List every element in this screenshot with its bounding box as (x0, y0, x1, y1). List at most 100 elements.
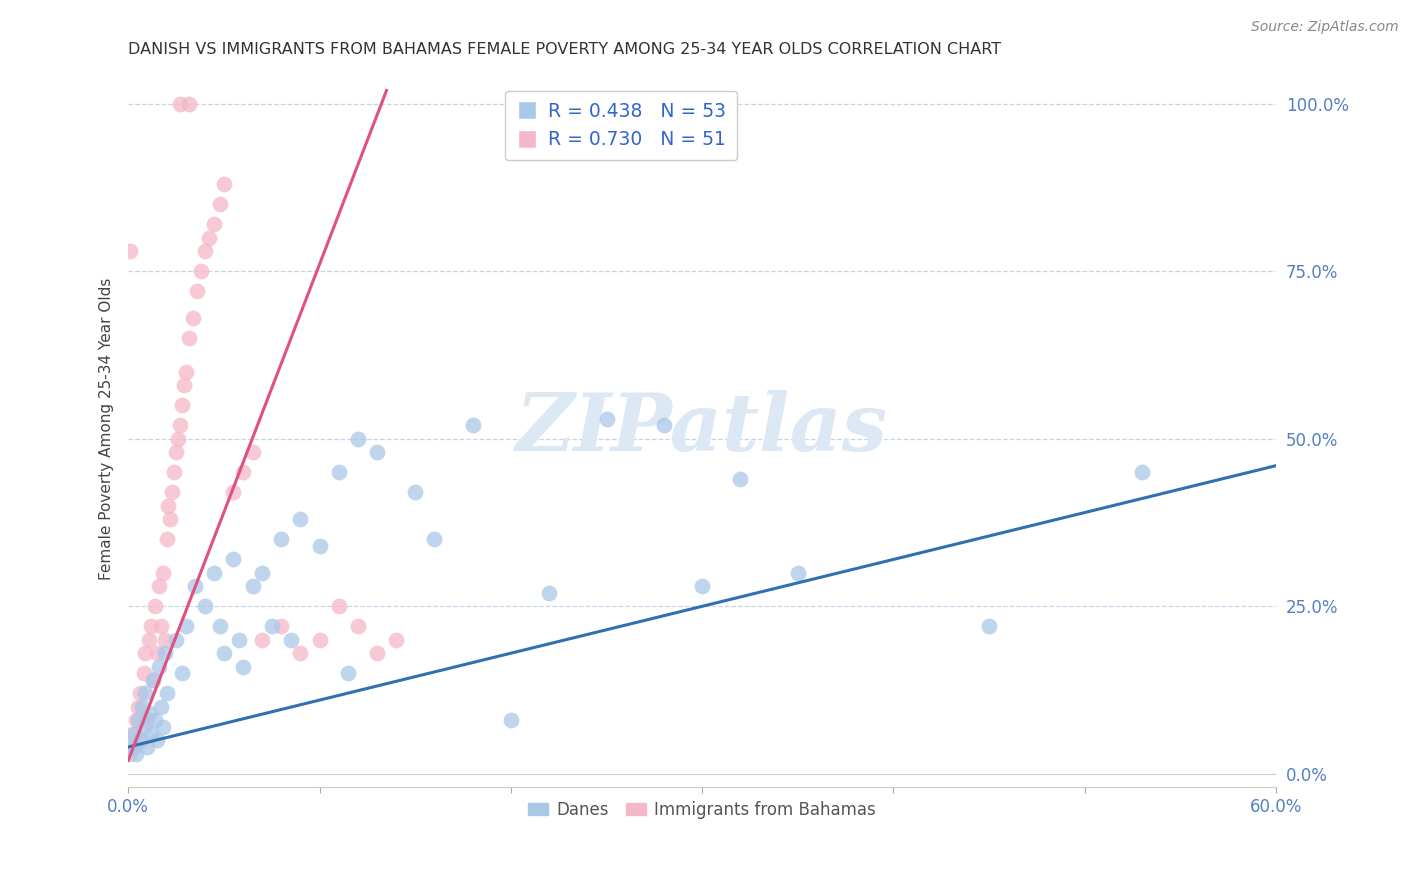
Point (138, 632, 160, 647)
Point (197, 231, 219, 245)
Point (148, 659, 170, 673)
Point (120, 244, 142, 259)
Point (232, 659, 254, 673)
Point (242, 445, 264, 459)
Point (122, 739, 145, 754)
Text: ZIPatlas: ZIPatlas (516, 390, 889, 467)
Point (1130, 466, 1153, 480)
Point (209, 619, 232, 633)
Legend: Danes, Immigrants from Bahamas: Danes, Immigrants from Bahamas (522, 794, 883, 825)
Point (136, 713, 159, 727)
Point (202, 566, 225, 580)
Point (143, 713, 166, 727)
Point (125, 713, 148, 727)
Point (125, 747, 148, 761)
Text: Source: ZipAtlas.com: Source: ZipAtlas.com (1251, 20, 1399, 34)
Point (184, 579, 207, 593)
Point (157, 499, 180, 513)
Point (170, 398, 193, 412)
Point (169, 418, 191, 433)
Point (132, 666, 155, 681)
Point (222, 485, 245, 500)
Point (538, 586, 561, 600)
Point (730, 472, 752, 486)
Point (232, 466, 254, 480)
Point (186, 285, 208, 299)
Text: DANISH VS IMMIGRANTS FROM BAHAMAS FEMALE POVERTY AMONG 25-34 YEAR OLDS CORRELATI: DANISH VS IMMIGRANTS FROM BAHAMAS FEMALE… (128, 42, 1001, 57)
Point (308, 632, 330, 647)
Point (385, 632, 408, 647)
Point (270, 533, 292, 547)
Point (148, 579, 170, 593)
Point (131, 733, 153, 747)
Point (146, 733, 169, 747)
Point (170, 666, 193, 681)
Point (308, 539, 330, 553)
Y-axis label: Female Poverty Among 25-34 Year Olds: Female Poverty Among 25-34 Year Olds (100, 277, 114, 580)
Point (153, 632, 176, 647)
Point (141, 726, 163, 740)
Point (132, 720, 155, 734)
Point (174, 619, 197, 633)
Point (134, 646, 156, 660)
Point (146, 646, 169, 660)
Point (152, 566, 174, 580)
Point (120, 747, 142, 761)
Point (290, 646, 312, 660)
Point (142, 673, 165, 687)
Point (152, 720, 174, 734)
Point (136, 739, 159, 754)
Point (346, 432, 368, 446)
Point (127, 699, 149, 714)
Point (209, 197, 232, 211)
Point (280, 632, 302, 647)
Point (222, 552, 245, 566)
Point (423, 533, 446, 547)
Point (595, 411, 617, 425)
Point (690, 579, 713, 593)
Point (169, 97, 191, 112)
Point (159, 512, 181, 526)
Point (174, 365, 197, 379)
Point (163, 466, 186, 480)
Point (165, 445, 187, 459)
Point (138, 706, 160, 721)
Point (404, 485, 426, 500)
Point (260, 619, 283, 633)
Point (149, 699, 172, 714)
Point (162, 485, 184, 500)
Point (141, 619, 163, 633)
Point (366, 445, 388, 459)
Point (461, 418, 484, 433)
Point (121, 726, 143, 740)
Point (173, 378, 195, 392)
Point (328, 466, 350, 480)
Point (337, 666, 360, 681)
Point (167, 432, 190, 446)
Point (499, 713, 522, 727)
Point (190, 264, 212, 278)
Point (786, 566, 808, 580)
Point (179, 331, 201, 345)
Point (122, 726, 145, 740)
Point (212, 646, 235, 660)
Point (212, 178, 235, 192)
Point (250, 566, 273, 580)
Point (149, 619, 172, 633)
Point (328, 599, 350, 614)
Point (128, 686, 150, 700)
Point (346, 619, 368, 633)
Point (181, 311, 204, 326)
Point (250, 632, 273, 647)
Point (134, 686, 156, 700)
Point (290, 512, 312, 526)
Point (366, 646, 388, 660)
Point (153, 646, 176, 660)
Point (242, 579, 264, 593)
Point (270, 619, 292, 633)
Point (128, 733, 150, 747)
Point (121, 739, 143, 754)
Point (131, 699, 153, 714)
Point (142, 673, 165, 687)
Point (652, 418, 675, 433)
